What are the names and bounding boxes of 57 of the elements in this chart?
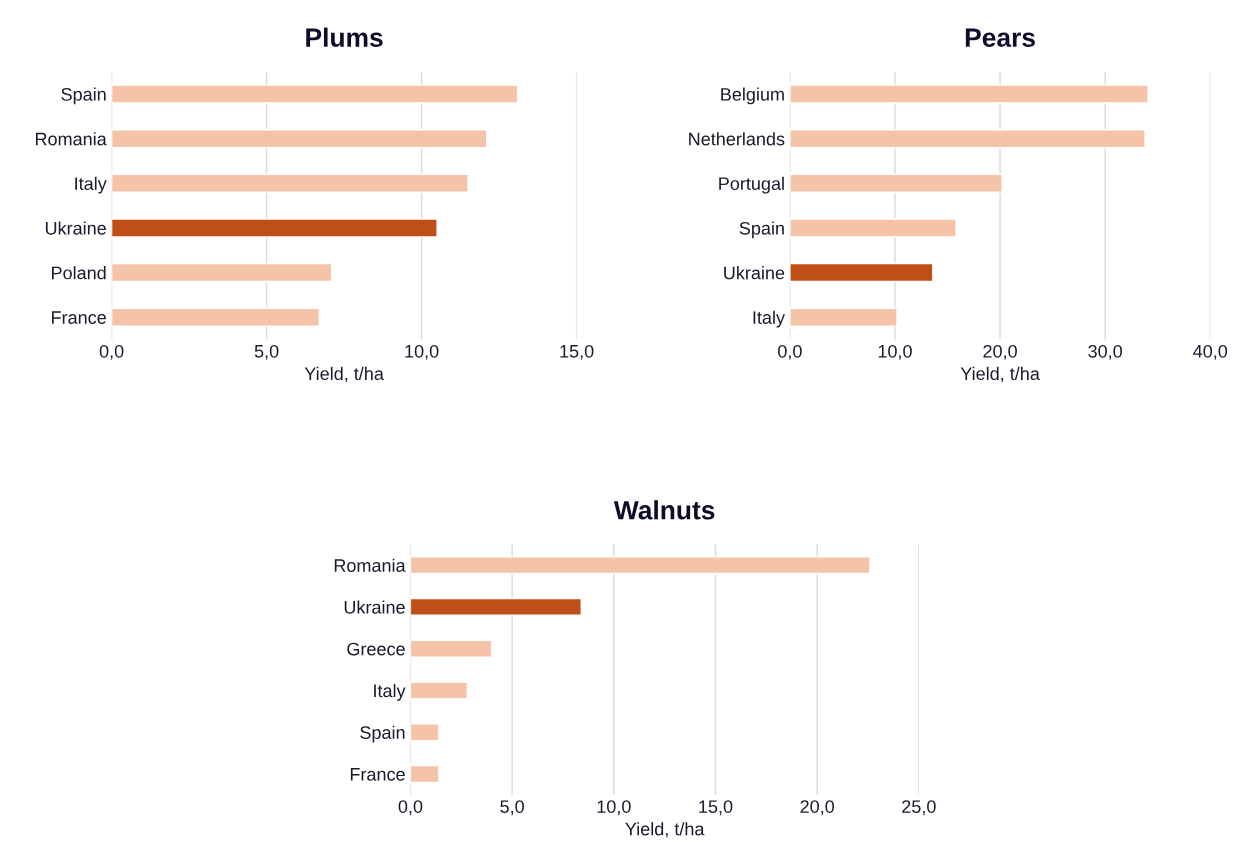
bar	[410, 597, 582, 617]
bar	[111, 307, 320, 327]
y-tick-label: Ukraine	[724, 266, 785, 280]
bar	[789, 173, 1003, 193]
y-tick-label: Portugal	[719, 176, 784, 194]
x-tick-label: 5,0	[254, 344, 279, 360]
x-tick-label: 15,0	[560, 344, 594, 360]
x-tick-label: 40,0	[1193, 344, 1228, 360]
x-tick-label: 0,0	[778, 344, 802, 360]
bar	[789, 218, 957, 238]
y-tick-label: Greece	[347, 642, 405, 656]
bar	[111, 129, 488, 149]
y-tick-label: Spain	[739, 221, 784, 239]
bar	[111, 173, 469, 193]
bar	[789, 262, 934, 283]
chart-title: Plums	[306, 27, 383, 47]
y-tick-label: Romania	[35, 132, 107, 146]
bar	[111, 84, 519, 104]
y-tick-label: Spain	[61, 87, 106, 105]
y-tick-label: France	[52, 311, 106, 324]
x-axis-title: Yield, t/ha	[960, 366, 1040, 383]
x-axis-title: Yield, t/ha	[304, 366, 384, 383]
bar	[410, 723, 440, 742]
x-tick-label: 20,0	[800, 800, 835, 816]
y-tick-label: Poland	[52, 266, 106, 280]
x-tick-label: 10,0	[597, 800, 631, 816]
bar	[410, 639, 493, 658]
y-tick-label: Italy	[753, 310, 785, 328]
x-axis-title: Yield, t/ha	[625, 822, 705, 838]
bar	[410, 681, 469, 700]
bar	[111, 262, 333, 283]
y-tick-label: Ukraine	[45, 221, 106, 235]
bar	[111, 218, 438, 238]
y-tick-label: France	[350, 768, 405, 781]
x-tick-label: 10,0	[878, 344, 912, 360]
bar	[789, 84, 1149, 104]
bar	[410, 556, 871, 575]
bar	[789, 307, 898, 327]
y-tick-label: Netherlands	[689, 132, 785, 146]
x-tick-label: 0,0	[99, 344, 124, 360]
x-tick-label: 0,0	[398, 800, 423, 816]
bar	[789, 129, 1146, 149]
y-tick-label: Spain	[360, 725, 405, 743]
y-tick-label: Belgium	[721, 87, 784, 105]
y-tick-label: Romania	[334, 558, 406, 572]
x-tick-label: 20,0	[983, 344, 1017, 360]
bar	[410, 764, 440, 784]
x-tick-label: 25,0	[902, 800, 936, 816]
chart-title: Pears	[965, 28, 1035, 47]
x-tick-label: 15,0	[699, 800, 733, 816]
y-tick-label: Italy	[75, 176, 107, 194]
x-tick-label: 30,0	[1088, 344, 1123, 360]
chart-title: Walnuts	[613, 500, 715, 520]
y-tick-label: Italy	[374, 683, 406, 701]
x-tick-label: 10,0	[405, 344, 439, 360]
y-tick-label: Ukraine	[344, 600, 405, 614]
x-tick-label: 5,0	[500, 800, 524, 816]
